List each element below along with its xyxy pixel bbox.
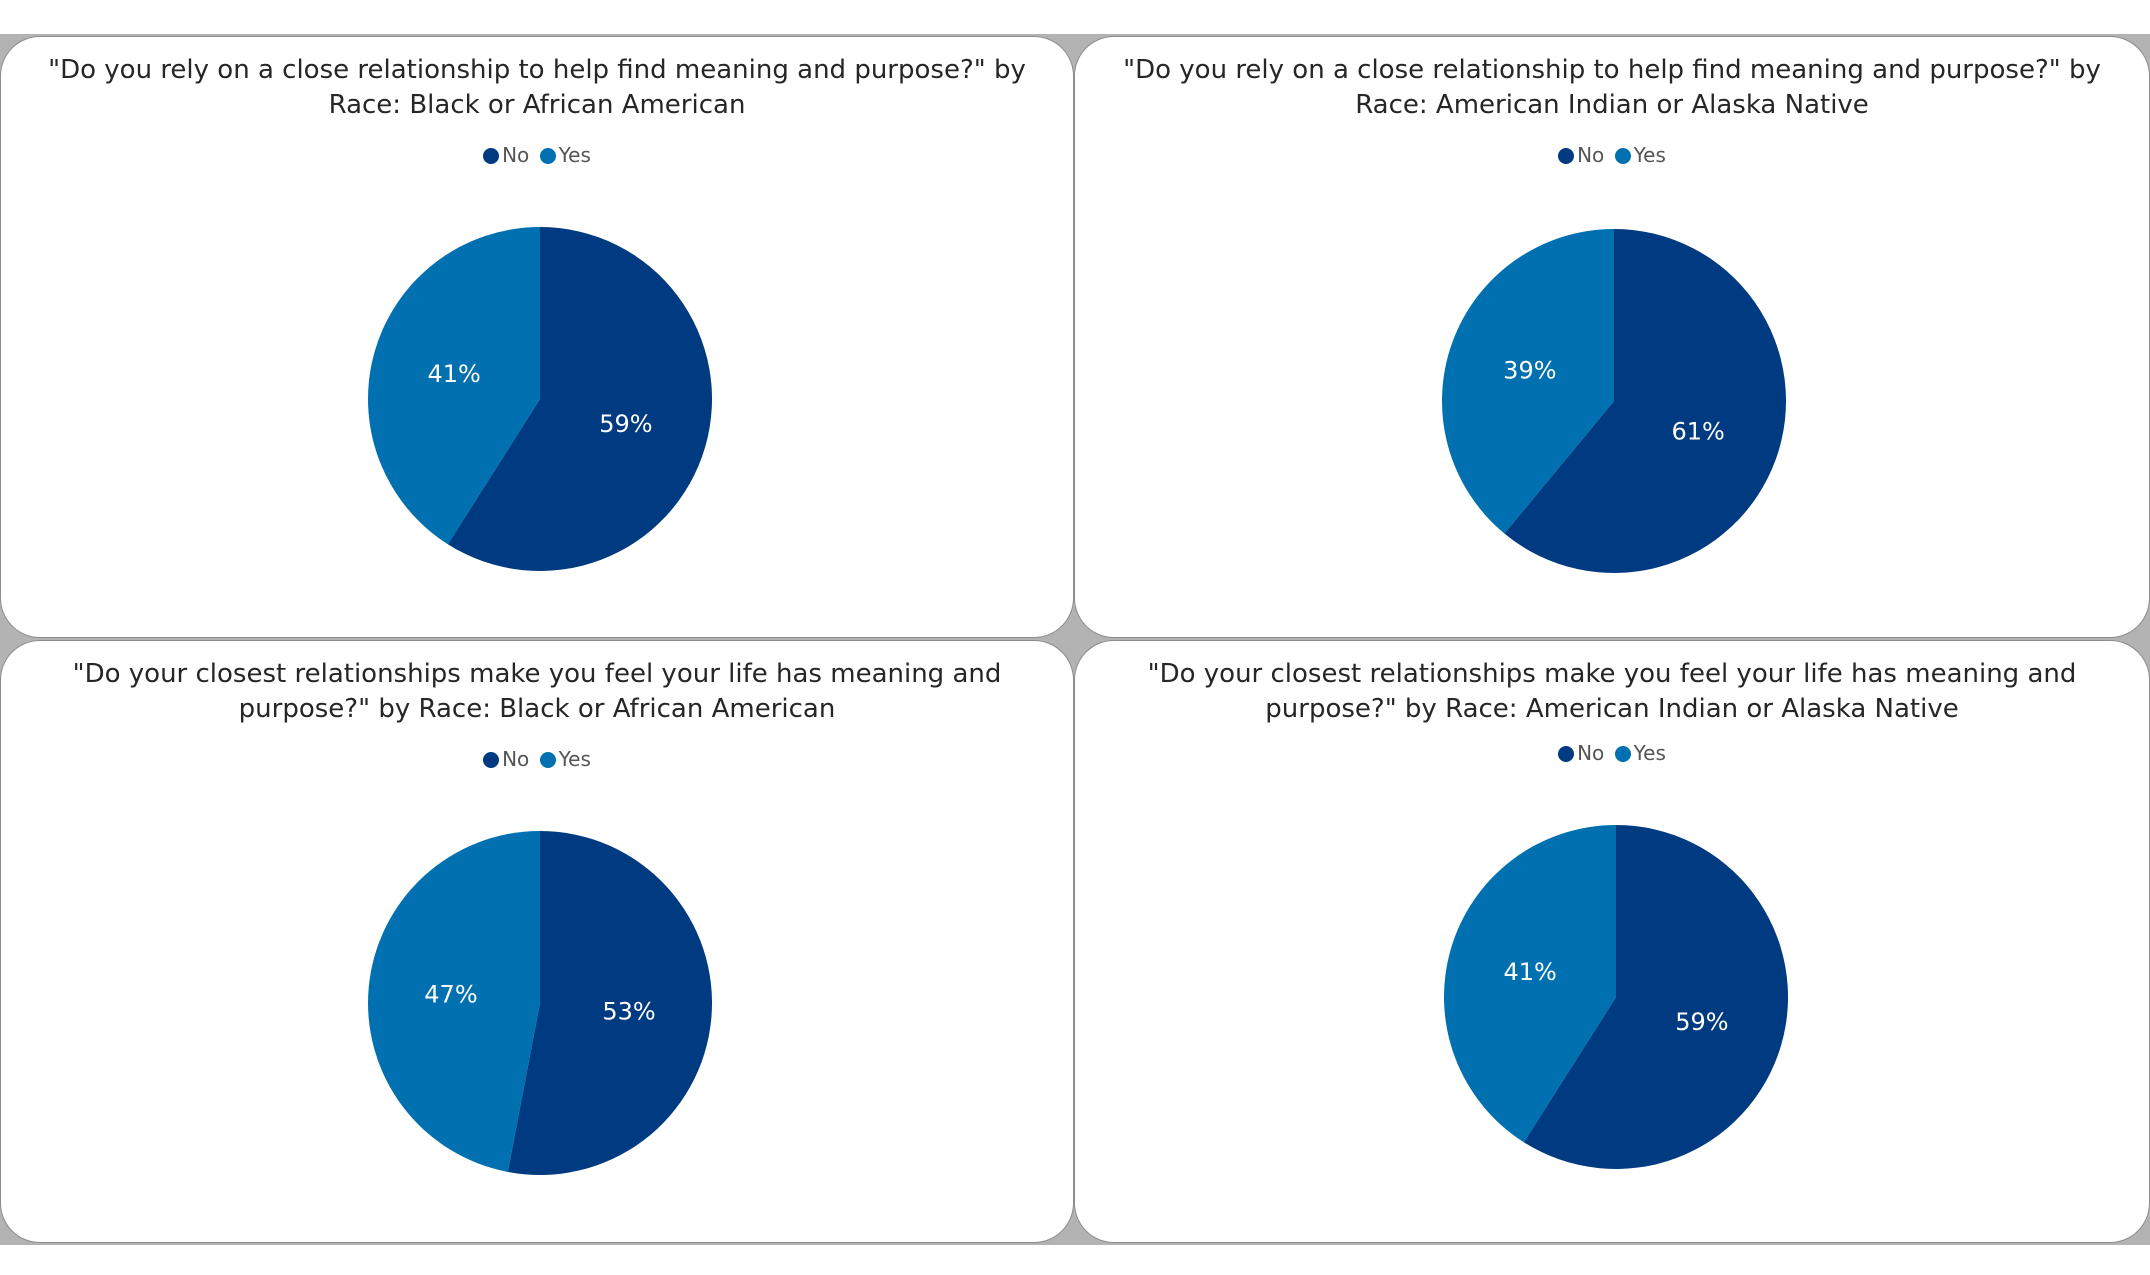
- chart-title: "Do you rely on a close relationship to …: [48, 55, 1026, 120]
- chart-title: "Do your closest relationships make you …: [72, 659, 1002, 724]
- slice-label-no: 61%: [1671, 417, 1724, 445]
- legend-swatch-no: [483, 148, 500, 164]
- legend-entry-yes: Yes: [539, 143, 591, 167]
- legend-label-yes: Yes: [1633, 143, 1666, 167]
- slice-label-no: 59%: [1675, 1008, 1728, 1036]
- pie-chart: 61% 39%: [1441, 228, 1786, 573]
- legend-entry-no: No: [1558, 741, 1604, 765]
- pie-slice-yes: [368, 831, 540, 1172]
- chart-title: "Do your closest relationships make you …: [1147, 659, 2077, 724]
- legend-label-yes: Yes: [558, 143, 591, 167]
- pie-slice-no: [447, 227, 713, 571]
- legend-entry-no: No: [483, 143, 529, 167]
- chart-panel-closest-native: "Do your closest relationships make you …: [1074, 640, 2150, 1243]
- legend-swatch-yes: [1614, 148, 1631, 164]
- legend-label-yes: Yes: [558, 747, 591, 771]
- slice-label-yes: 47%: [424, 981, 477, 1009]
- chart-panel-rely-native: "Do you rely on a close relationship to …: [1074, 36, 2150, 638]
- legend-entry-yes: Yes: [1614, 741, 1666, 765]
- chart-panel-rely-black: "Do you rely on a close relationship to …: [0, 36, 1074, 638]
- pie-slice-yes: [1444, 825, 1616, 1143]
- slice-label-yes: 39%: [1503, 357, 1556, 385]
- dashboard-grid: "Do you rely on a close relationship to …: [0, 34, 2150, 1245]
- chart-legend: No Yes: [1, 143, 1073, 167]
- slice-label-yes: 41%: [427, 360, 480, 388]
- pie-slice-yes: [368, 227, 540, 545]
- legend-label-no: No: [1577, 143, 1605, 167]
- legend-label-no: No: [502, 747, 530, 771]
- legend-swatch-no: [1558, 746, 1575, 762]
- chart-legend: No Yes: [1075, 741, 2149, 765]
- legend-entry-no: No: [483, 747, 529, 771]
- pie-chart: 59% 41%: [1444, 825, 1789, 1169]
- pie-slice-no: [507, 831, 713, 1175]
- legend-swatch-yes: [539, 148, 556, 164]
- slice-label-no: 59%: [599, 410, 652, 438]
- pie-slice-no: [1504, 229, 1786, 573]
- legend-swatch-no: [1558, 148, 1575, 164]
- legend-label-no: No: [502, 143, 530, 167]
- chart-title: "Do you rely on a close relationship to …: [1123, 55, 2101, 120]
- chart-panel-closest-black: "Do your closest relationships make you …: [0, 640, 1074, 1243]
- legend-swatch-yes: [539, 752, 556, 768]
- pie-chart: 59% 41%: [368, 227, 713, 571]
- chart-legend: No Yes: [1, 747, 1073, 771]
- legend-label-no: No: [1577, 741, 1605, 765]
- legend-swatch-no: [483, 752, 500, 768]
- legend-entry-yes: Yes: [1614, 143, 1666, 167]
- legend-label-yes: Yes: [1633, 741, 1666, 765]
- slice-label-no: 53%: [602, 997, 655, 1025]
- legend-entry-yes: Yes: [539, 747, 591, 771]
- chart-legend: No Yes: [1075, 143, 2149, 167]
- pie-slice-no: [1523, 825, 1789, 1169]
- legend-entry-no: No: [1558, 143, 1604, 167]
- legend-swatch-yes: [1614, 746, 1631, 762]
- slice-label-yes: 41%: [1503, 958, 1556, 986]
- pie-chart: 53% 47%: [368, 831, 713, 1175]
- pie-slice-yes: [1441, 228, 1614, 534]
